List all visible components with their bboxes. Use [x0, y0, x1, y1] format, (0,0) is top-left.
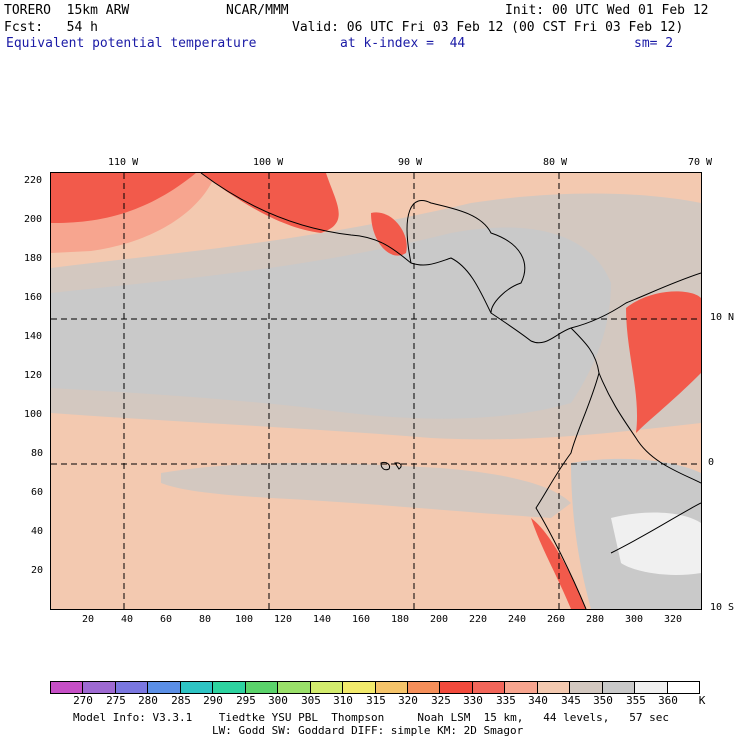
x-tick: 300	[625, 614, 644, 625]
colorbar-segment	[440, 682, 473, 693]
colorbar-label: 320	[398, 694, 418, 707]
colorbar-label: 335	[496, 694, 516, 707]
colorbar-label: 295	[236, 694, 256, 707]
x-tick: 120	[274, 614, 293, 625]
colorbar-label: 345	[561, 694, 581, 707]
colorbar-label: 315	[366, 694, 386, 707]
y-tick: 60	[31, 487, 44, 498]
lon-label-80w: 80 W	[543, 157, 568, 168]
theta-band-330-mexico	[201, 173, 339, 233]
lon-label-90w: 90 W	[398, 157, 423, 168]
y-tick: 140	[24, 331, 43, 342]
colorbar-label: 275	[106, 694, 126, 707]
x-tick: 180	[391, 614, 410, 625]
colorbar-label: 310	[333, 694, 353, 707]
y-tick: 40	[31, 526, 44, 537]
colorbar-label: 305	[301, 694, 321, 707]
colorbar-segment	[472, 682, 506, 693]
theta-band-350	[51, 227, 611, 419]
colorbar-label: 300	[268, 694, 288, 707]
colorbar-segment	[375, 682, 408, 693]
y-tick: 20	[31, 565, 44, 576]
y-tick: 160	[24, 292, 43, 303]
x-tick: 200	[430, 614, 449, 625]
theta-band-330-nw	[51, 173, 196, 228]
colorbar-segment	[343, 682, 376, 693]
colorbar-segment	[505, 682, 538, 693]
model-info: Model Info: V3.3.1 Tiedtke YSU PBL Thomp…	[73, 711, 670, 724]
x-tick: 160	[352, 614, 371, 625]
lat-label-10n: 10 N	[710, 312, 735, 323]
model-title: TORERO 15km ARW	[4, 3, 130, 18]
field-name: Equivalent potential temperature	[6, 36, 257, 51]
colorbar-segment	[537, 682, 571, 693]
coastlines	[200, 173, 701, 609]
colorbar-segment	[570, 682, 603, 693]
x-tick: 260	[547, 614, 566, 625]
colorbar-segment	[115, 682, 149, 693]
theta-band-330-guatemala	[371, 212, 407, 256]
y-tick: 120	[24, 370, 43, 381]
institution-label: NCAR/MMM	[226, 3, 289, 18]
colorbar-segment	[278, 682, 311, 693]
theta-band-345-south	[161, 463, 571, 518]
theta-band-355	[611, 512, 701, 575]
colorbar-label: 355	[626, 694, 646, 707]
y-tick: 220	[24, 175, 43, 186]
colorbar-segment	[51, 682, 84, 693]
y-tick: 180	[24, 253, 43, 264]
physics-info: LW: Godd SW: Goddard DIFF: simple KM: 2D…	[212, 724, 524, 737]
lat-label-10s: 10 S	[710, 602, 735, 613]
lon-label-110w: 110 W	[108, 157, 139, 168]
colorbar-label: 360	[658, 694, 678, 707]
y-tick: 100	[24, 409, 43, 420]
x-tick: 80	[199, 614, 212, 625]
colorbar-segment	[83, 682, 116, 693]
map-canvas	[51, 173, 701, 609]
y-tick: 80	[31, 448, 44, 459]
colorbar-unit: K	[698, 694, 706, 707]
colorbar	[50, 681, 700, 694]
lat-label-equator: 0	[708, 457, 715, 468]
lon-label-100w: 100 W	[253, 157, 284, 168]
colorbar-label: 270	[73, 694, 93, 707]
colorbar-segment	[180, 682, 214, 693]
y-tick: 200	[24, 214, 43, 225]
x-tick: 140	[313, 614, 332, 625]
smoothing-label: sm= 2	[634, 36, 674, 51]
colorbar-label: 290	[203, 694, 223, 707]
colorbar-segment	[148, 682, 181, 693]
x-tick: 240	[508, 614, 527, 625]
colorbar-segment	[245, 682, 279, 693]
x-tick: 60	[160, 614, 173, 625]
x-tick: 220	[469, 614, 488, 625]
colorbar-segment	[602, 682, 636, 693]
colorbar-segment	[213, 682, 246, 693]
x-tick: 320	[664, 614, 683, 625]
theta-band-335-nw	[51, 173, 216, 253]
init-time: Init: 00 UTC Wed 01 Feb 12	[505, 3, 709, 18]
lon-label-70w: 70 W	[688, 157, 713, 168]
colorbar-segment	[310, 682, 344, 693]
colorbar-segment	[407, 682, 441, 693]
colorbar-label: 340	[528, 694, 548, 707]
colorbar-label: 330	[463, 694, 483, 707]
colorbar-segment	[635, 682, 668, 693]
x-tick: 100	[235, 614, 254, 625]
level-index: at k-index = 44	[340, 36, 466, 51]
grid-lines	[51, 173, 701, 609]
theta-e-map	[50, 172, 702, 610]
theta-band-330-colombia	[626, 291, 701, 433]
x-tick: 40	[121, 614, 134, 625]
colorbar-label: 280	[138, 694, 158, 707]
colorbar-label: 285	[171, 694, 191, 707]
x-tick: 280	[586, 614, 605, 625]
colorbar-label: 350	[593, 694, 613, 707]
colorbar-label: 325	[431, 694, 451, 707]
x-tick: 20	[82, 614, 95, 625]
colorbar-segment	[667, 682, 700, 693]
valid-time: Valid: 06 UTC Fri 03 Feb 12 (00 CST Fri …	[292, 20, 684, 35]
forecast-hour: Fcst: 54 h	[4, 20, 98, 35]
